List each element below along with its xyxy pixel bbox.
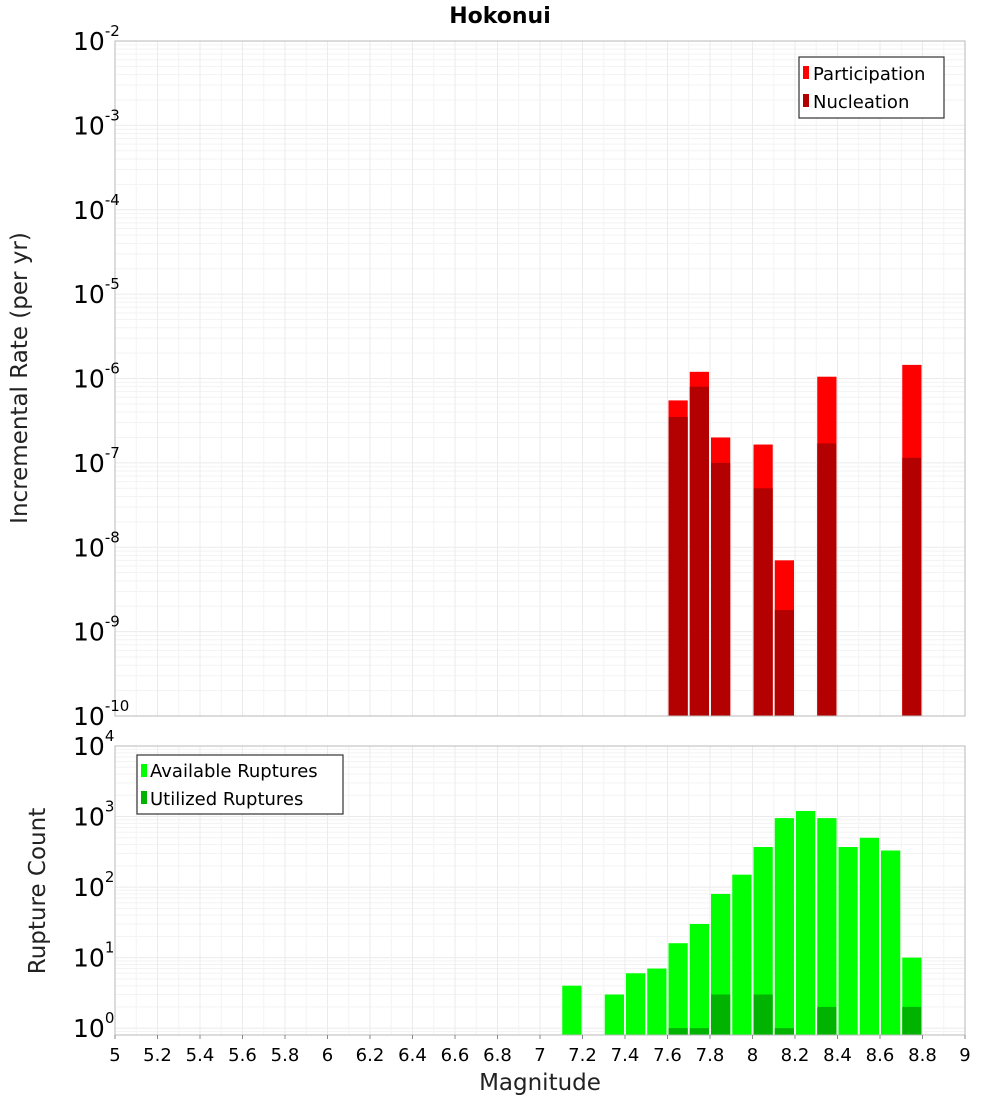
x-tick-label: 5	[109, 1045, 120, 1066]
count-bar-available-ruptures	[668, 943, 688, 1035]
count-bar-utilized-ruptures	[711, 994, 731, 1035]
count-bar-utilized-ruptures	[817, 1006, 837, 1035]
x-axis-label: Magnitude	[479, 1070, 601, 1096]
x-tick-label: 5.6	[228, 1045, 257, 1066]
rate-y-tick-label: 10-5	[73, 275, 120, 309]
count-bar-available-ruptures	[732, 874, 752, 1035]
count-bar-available-ruptures	[604, 994, 624, 1035]
rate-bar-nucleation	[774, 610, 794, 716]
count-legend-box	[136, 754, 344, 815]
rate-bar-nucleation	[902, 457, 922, 716]
x-tick-label: 5.2	[143, 1045, 172, 1066]
count-y-tick-labels: 100 101 102 103 104	[73, 727, 114, 1043]
count-bar-available-ruptures	[859, 837, 879, 1035]
count-bar-available-ruptures	[838, 847, 858, 1035]
count-bar-available-ruptures	[881, 850, 901, 1035]
rate-y-tick-label: 10-2	[73, 22, 120, 56]
x-tick-label: 8.6	[866, 1045, 895, 1066]
rate-y-axis-label: Incremental Rate (per yr)	[7, 232, 33, 524]
x-tick-label: 6.6	[441, 1045, 470, 1066]
rate-y-tick-label: 10-7	[73, 444, 120, 478]
rate-plot-frame	[114, 40, 966, 717]
rate-bar-nucleation	[689, 386, 709, 716]
rate-y-tick-label: 10-9	[73, 613, 120, 647]
count-bar-available-ruptures	[562, 985, 582, 1035]
x-tick-label: 7.2	[568, 1045, 597, 1066]
rate-bar-nucleation	[753, 488, 773, 716]
participation-legend-label: Participation	[813, 64, 925, 85]
x-tick-label: 7	[534, 1045, 545, 1066]
x-tick-label: 5.8	[271, 1045, 300, 1066]
count-bar-available-ruptures	[647, 968, 667, 1035]
count-bar-available-ruptures	[774, 818, 794, 1035]
rate-y-tick-label: 10-6	[73, 360, 120, 394]
rate-bars	[668, 364, 922, 716]
chart-title: Hokonui	[449, 4, 551, 29]
count-y-tick-label: 103	[73, 798, 114, 832]
x-tick-label: 6.4	[398, 1045, 427, 1066]
count-y-tick-label: 104	[73, 727, 114, 761]
x-tick-labels: 5 5.2 5.4 5.6 5.8 6 6.2 6.4 6.6 6.8 7 7.2 7.4 7.6 7.8 8…	[109, 1035, 971, 1066]
count-bar-available-ruptures	[626, 973, 646, 1035]
rate-y-tick-label: 10-4	[73, 191, 120, 225]
rate-grid	[114, 40, 966, 717]
nucleation-legend-swatch	[803, 94, 809, 107]
rate-bar-nucleation	[668, 416, 688, 716]
count-y-tick-label: 102	[73, 868, 114, 902]
rate-y-tick-label: 10-3	[73, 106, 120, 140]
count-y-tick-label: 101	[73, 939, 114, 973]
count-legend: Available Ruptures Utilized Ruptures	[136, 754, 344, 815]
x-tick-label: 5.4	[186, 1045, 215, 1066]
utilized-legend-label: Utilized Ruptures	[150, 789, 303, 810]
count-y-axis-label: Rupture Count	[25, 808, 51, 974]
x-tick-label: 8.4	[823, 1045, 852, 1066]
rate-legend-box	[798, 56, 945, 119]
rate-bar-nucleation	[817, 443, 837, 716]
x-tick-label: 8	[747, 1045, 758, 1066]
rate-y-tick-label: 10-8	[73, 528, 120, 562]
count-bar-available-ruptures	[796, 810, 816, 1035]
count-bars	[562, 810, 922, 1035]
x-tick-label: 7.6	[653, 1045, 682, 1066]
count-bar-available-ruptures	[753, 847, 773, 1035]
x-tick-label: 6	[322, 1045, 333, 1066]
x-tick-label: 7.4	[611, 1045, 640, 1066]
count-y-tick-label: 100	[73, 1009, 114, 1043]
x-tick-label: 9	[959, 1045, 970, 1066]
rate-bar-nucleation	[711, 462, 731, 716]
count-bar-available-ruptures	[817, 818, 837, 1035]
x-tick-label: 8.8	[908, 1045, 937, 1066]
count-bar-utilized-ruptures	[689, 1028, 709, 1035]
rate-y-tick-labels: 10-10 10-9 10-8 10-7 10-6 10-5 10-4 10-3 10-2	[73, 22, 129, 731]
participation-legend-swatch	[803, 66, 809, 79]
nucleation-legend-label: Nucleation	[813, 92, 909, 113]
count-panel: 100 101 102 103 104 5 5.2 5.4 5.6 5.8 6 6.2 6.4 6.6 6…	[25, 727, 971, 1096]
rate-y-tick-label: 10-10	[73, 697, 129, 731]
rate-legend: Participation Nucleation	[798, 56, 945, 119]
x-tick-label: 7.8	[696, 1045, 725, 1066]
rate-panel: 10-10 10-9 10-8 10-7 10-6 10-5 10-4 10-3 10-2 In…	[7, 22, 966, 731]
x-tick-label: 6.8	[483, 1045, 512, 1066]
utilized-legend-swatch	[141, 791, 147, 804]
count-bar-utilized-ruptures	[753, 994, 773, 1035]
count-bar-utilized-ruptures	[668, 1028, 688, 1035]
count-bar-utilized-ruptures	[774, 1028, 794, 1035]
count-bar-utilized-ruptures	[902, 1006, 922, 1035]
count-bar-available-ruptures	[689, 923, 709, 1035]
x-tick-label: 6.2	[356, 1045, 385, 1066]
available-legend-swatch	[141, 764, 147, 777]
available-legend-label: Available Ruptures	[150, 761, 318, 782]
x-tick-label: 8.2	[781, 1045, 810, 1066]
